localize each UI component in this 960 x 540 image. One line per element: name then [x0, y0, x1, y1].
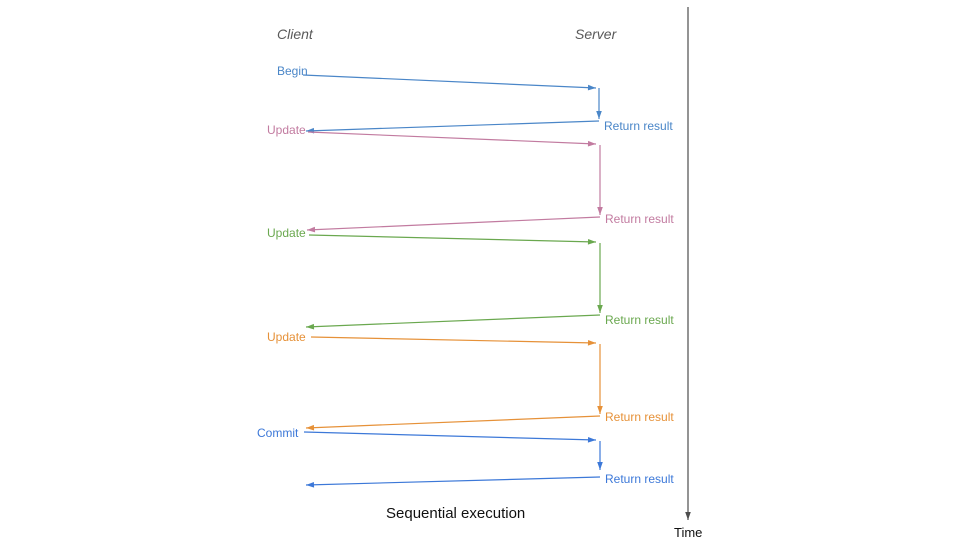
return-result-label: Return result [605, 212, 674, 226]
return-result-label: Return result [605, 472, 674, 486]
operation-label: Update [267, 226, 306, 240]
operation-label: Commit [257, 426, 299, 440]
diagram-title: Sequential execution [386, 505, 526, 522]
operation-label: Update [267, 330, 306, 344]
operation-label: Update [267, 123, 306, 137]
client-header: Client [277, 26, 313, 42]
operation-label: Begin [277, 64, 308, 78]
time-axis-label: Time [674, 525, 703, 540]
return-result-label: Return result [604, 119, 673, 133]
return-result-label: Return result [605, 410, 674, 424]
return-result-label: Return result [605, 313, 674, 327]
server-header: Server [575, 26, 617, 42]
